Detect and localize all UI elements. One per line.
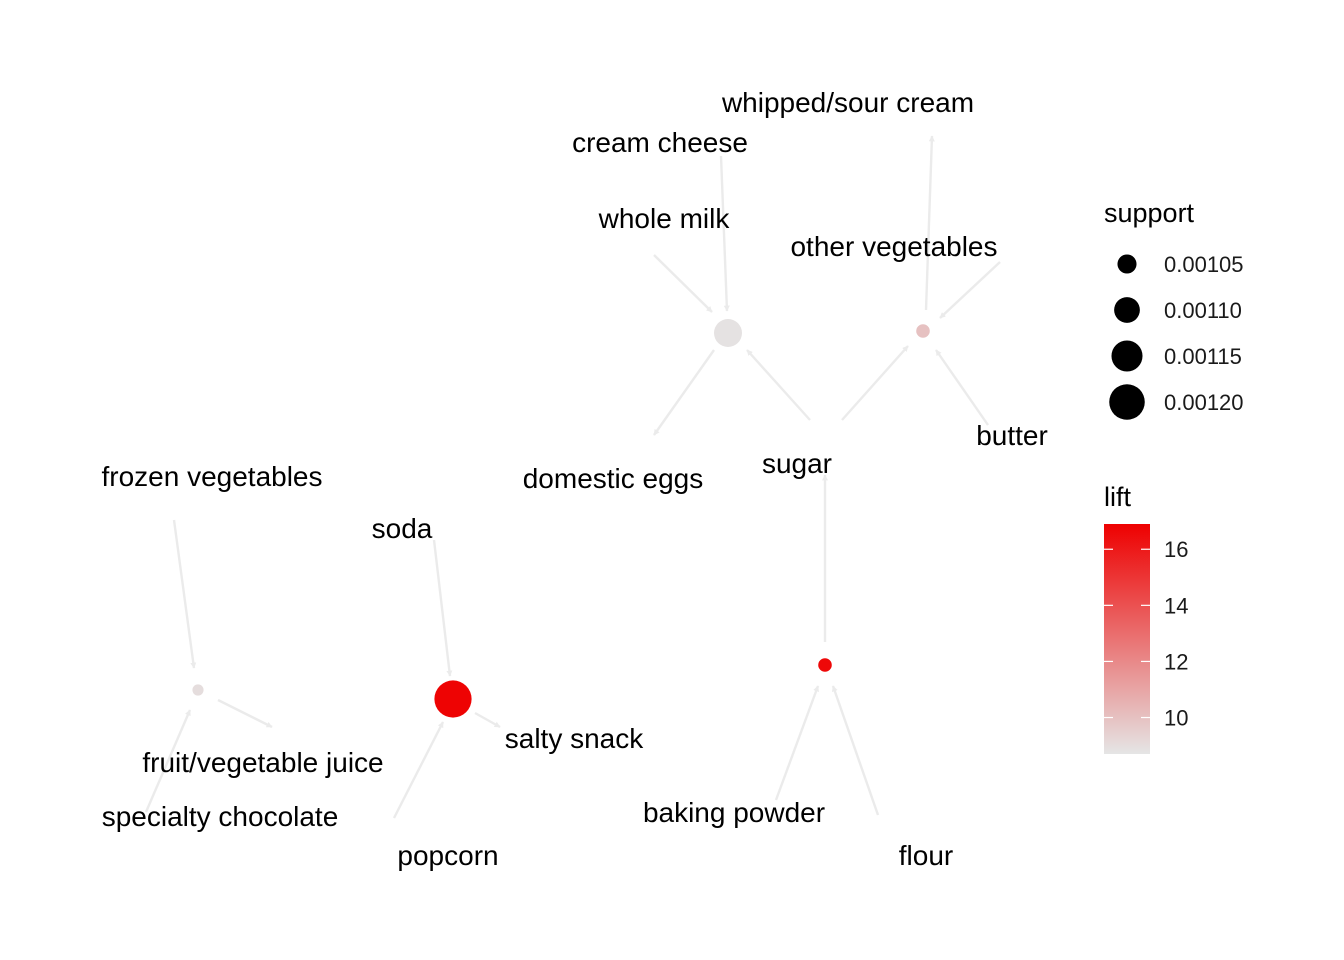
support-legend-keys: 0.00105 0.00110 0.00115 0.00120 <box>1109 252 1244 420</box>
edge-sugar-to-rule1 <box>746 349 811 421</box>
edge-popcorn-to-rule4 <box>392 721 445 819</box>
legend: support 0.00105 0.00110 0.00115 0.00120 lif… <box>1104 198 1244 754</box>
edge-rule2-to-whipped-sour-cream <box>924 135 935 311</box>
rule-node-rule2 <box>916 324 930 338</box>
edge-soda-to-rule4 <box>432 539 453 677</box>
rule-node-rule1 <box>714 319 742 347</box>
rule-node-rule5 <box>818 658 832 672</box>
edge-flour-to-rule5 <box>831 685 880 816</box>
lift-legend-title: lift <box>1104 482 1131 512</box>
item-label-flour: flour <box>899 840 953 871</box>
lift-tick-label-2: 12 <box>1164 649 1188 674</box>
item-label-salty-snack: salty snack <box>505 723 644 754</box>
edges-layer <box>144 135 1001 819</box>
rule-node-rule3 <box>192 684 204 696</box>
support-legend-title: support <box>1104 198 1195 228</box>
support-legend-dot-2 <box>1114 297 1140 323</box>
item-label-domestic-eggs: domestic eggs <box>523 463 704 494</box>
rule-nodes-layer <box>192 319 930 718</box>
lift-tick-label-3: 14 <box>1164 593 1188 618</box>
edge-cream-cheese-to-rule1 <box>719 155 730 312</box>
edge-rule1-to-domestic-eggs <box>653 349 715 436</box>
item-labels-layer: whipped/sour cream cream cheese whole milk… <box>101 87 1047 871</box>
support-legend-label-3: 0.00115 <box>1164 344 1242 369</box>
item-label-soda: soda <box>372 513 433 544</box>
support-legend-label-1: 0.00105 <box>1164 252 1244 277</box>
support-legend-label-4: 0.00120 <box>1164 390 1244 415</box>
item-label-butter: butter <box>976 420 1048 451</box>
edge-other-vegetables-to-rule2 <box>939 261 1001 319</box>
edge-baking-powder-to-rule5 <box>774 685 820 801</box>
support-legend-dot-1 <box>1117 254 1137 274</box>
item-label-specialty-chocolate: specialty chocolate <box>102 801 339 832</box>
item-label-popcorn: popcorn <box>397 840 498 871</box>
edge-sugar-to-rule2 <box>841 345 909 421</box>
lift-legend-ticks: 10 12 14 16 <box>1104 537 1188 731</box>
item-label-baking-powder: baking powder <box>643 797 825 828</box>
item-label-whipped-sour-cream: whipped/sour cream <box>721 87 974 118</box>
item-label-other-vegetables: other vegetables <box>790 231 997 262</box>
lift-tick-label-4: 16 <box>1164 537 1188 562</box>
support-legend-dot-4 <box>1109 384 1145 420</box>
item-label-whole-milk: whole milk <box>598 203 731 234</box>
edge-rule4-to-salty-snack <box>474 711 501 729</box>
rule-node-rule4 <box>434 680 472 718</box>
edge-whole-milk-to-rule1 <box>653 254 713 313</box>
edge-butter-to-rule2 <box>935 349 989 426</box>
edge-frozen-vegetables-to-rule3 <box>172 519 197 669</box>
item-label-cream-cheese: cream cheese <box>572 127 748 158</box>
item-label-fruit-vegetable-juice: fruit/vegetable juice <box>142 747 383 778</box>
item-label-frozen-vegetables: frozen vegetables <box>101 461 322 492</box>
lift-tick-label-1: 10 <box>1164 706 1188 731</box>
edge-specialty-chocolate-to-rule3 <box>144 709 192 813</box>
support-legend-dot-3 <box>1111 340 1143 372</box>
item-label-sugar: sugar <box>762 448 832 479</box>
lift-colorbar <box>1104 524 1150 754</box>
edge-rule3-to-fruit-vegetable-juice <box>217 698 273 729</box>
support-legend-label-2: 0.00110 <box>1164 298 1242 323</box>
